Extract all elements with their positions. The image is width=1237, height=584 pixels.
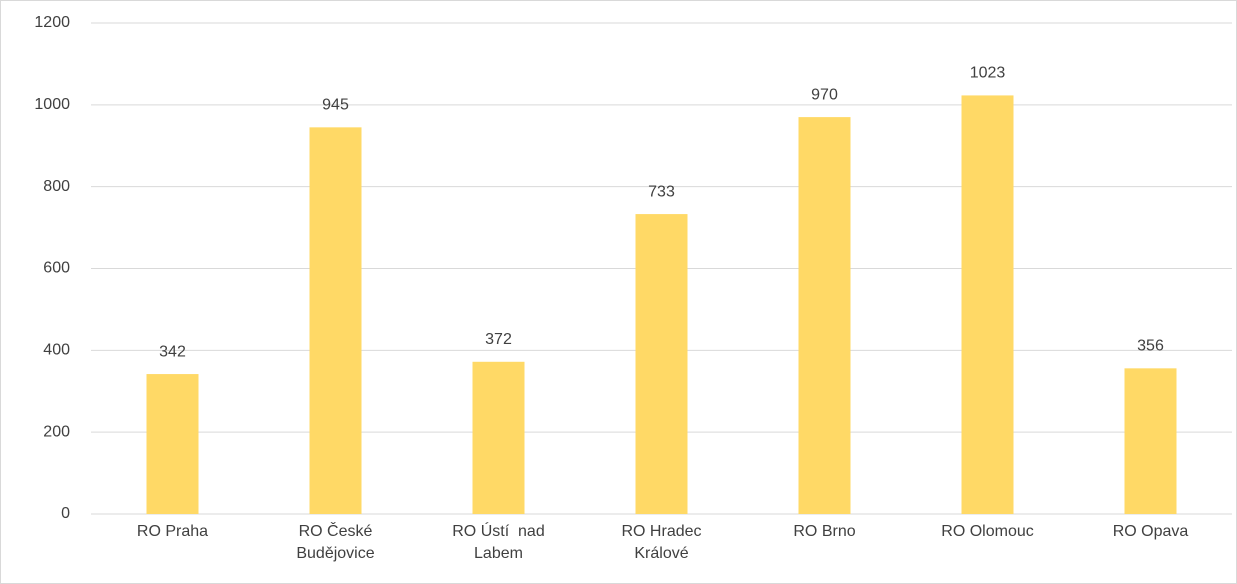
x-tick-label: RO Hradec Králové [621, 523, 706, 562]
x-tick-label: RO Opava [1112, 523, 1189, 540]
data-label: 1023 [970, 65, 1006, 82]
data-label: 970 [811, 86, 838, 103]
data-label: 342 [159, 343, 186, 360]
data-label: 733 [648, 183, 675, 200]
y-tick-label: 1200 [34, 14, 70, 31]
x-tick-label: RO Olomouc [941, 523, 1034, 540]
bar [146, 374, 199, 514]
x-tick-label: RO Praha [136, 523, 209, 540]
y-tick-label: 200 [43, 423, 70, 440]
bar [635, 214, 688, 515]
x-tick-label: RO Ústí nad Labem [452, 523, 550, 562]
data-label: 356 [1137, 338, 1164, 355]
bar [309, 127, 362, 515]
data-label: 945 [322, 97, 349, 114]
bar [798, 117, 851, 514]
y-tick-label: 400 [43, 342, 70, 359]
y-tick-label: 0 [61, 505, 70, 522]
bar [472, 361, 525, 514]
x-tick-label: RO České Budějovice [296, 523, 377, 562]
x-tick-label: RO Brno [793, 523, 856, 540]
data-label: 372 [485, 331, 512, 348]
y-tick-label: 800 [43, 178, 70, 195]
y-tick-label: 1000 [34, 96, 70, 113]
bar [961, 95, 1014, 515]
bar [1124, 368, 1177, 514]
y-tick-label: 600 [43, 260, 70, 277]
